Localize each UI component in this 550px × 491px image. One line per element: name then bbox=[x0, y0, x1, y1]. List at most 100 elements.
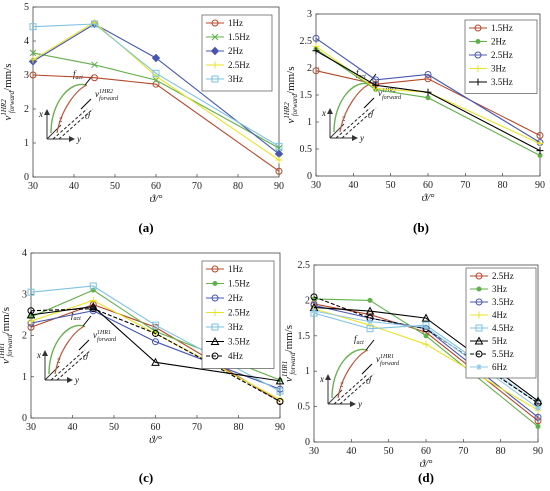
data-point bbox=[29, 49, 37, 57]
series-line bbox=[315, 48, 541, 156]
legend-swatch-marker bbox=[211, 309, 219, 316]
inset-x-label: x bbox=[319, 374, 324, 384]
y-tick-label: 0 bbox=[305, 437, 310, 448]
inset-angle-label: ϑ bbox=[85, 111, 90, 121]
inset-angle-label: ϑ bbox=[83, 352, 88, 362]
data-point bbox=[535, 405, 541, 412]
chart-panel-2: 30 40 50 60 70 80 90 0 0.5 1 1.5 2 2.5 3 ϑ/° v1HR2forwa… bbox=[283, 9, 545, 235]
x-tick-label: 40 bbox=[348, 180, 358, 191]
inset-arrow-x bbox=[42, 350, 48, 356]
data-point bbox=[534, 413, 542, 421]
y-tick-label: 0 bbox=[24, 172, 29, 183]
inset-arrow-x bbox=[327, 108, 333, 114]
data-point bbox=[152, 329, 159, 337]
legend-entry: 4Hz bbox=[228, 351, 243, 361]
legend-entry: 3.5Hz bbox=[491, 77, 513, 87]
data-point bbox=[424, 70, 432, 78]
data-point bbox=[372, 81, 380, 89]
series-line bbox=[315, 37, 541, 143]
x-tick-label: 80 bbox=[233, 181, 243, 192]
x-tick-label: 90 bbox=[275, 422, 285, 433]
y-tick-label: 2 bbox=[305, 295, 310, 306]
data-point bbox=[536, 132, 544, 139]
inset-body-lines bbox=[50, 349, 92, 381]
x-axis-label: ϑ/° bbox=[420, 458, 433, 470]
legend-swatch-marker bbox=[476, 286, 482, 292]
inset-y-label: y bbox=[359, 133, 364, 143]
data-point bbox=[275, 376, 285, 385]
legend-entry: 4Hz bbox=[492, 310, 507, 320]
x-tick-label: 80 bbox=[498, 180, 508, 191]
data-point bbox=[425, 95, 431, 101]
x-tick-label: 30 bbox=[28, 181, 38, 192]
legend-entry: 2.5Hz bbox=[228, 60, 250, 70]
x-tick-label: 70 bbox=[460, 180, 470, 191]
legend-box bbox=[464, 19, 538, 94]
inset-arc-green bbox=[331, 348, 367, 399]
data-point bbox=[276, 398, 284, 405]
y-tick-label: 1.5 bbox=[298, 331, 311, 342]
data-point bbox=[276, 387, 284, 395]
y-tick-label: 3 bbox=[22, 289, 27, 300]
data-point bbox=[152, 69, 160, 77]
chart-panel-3: 30 40 50 60 70 80 90 0 1 2 3 4 ϑ/° v1HR1forward/mm/s x… bbox=[0, 248, 285, 485]
inset-x-label: x bbox=[321, 108, 326, 118]
inset-x-label: x bbox=[36, 350, 41, 360]
legend-swatch-marker bbox=[475, 272, 483, 280]
legend-swatch-marker bbox=[211, 352, 219, 360]
series-3.5Hz bbox=[312, 47, 544, 155]
y-tick-label: 3 bbox=[307, 9, 312, 20]
series-3Hz bbox=[29, 20, 283, 150]
x-tick-label: 30 bbox=[309, 446, 319, 457]
y-axis-label: v1HR1forward/mm/s bbox=[281, 325, 297, 382]
data-point bbox=[151, 357, 160, 366]
data-point bbox=[312, 67, 320, 75]
inset-force-label: fact bbox=[354, 334, 364, 346]
data-point bbox=[312, 34, 320, 42]
data-point bbox=[27, 307, 35, 315]
inset-body-lines bbox=[52, 108, 94, 140]
x-tick-label: 90 bbox=[535, 180, 545, 191]
y-tick-label: 0.5 bbox=[298, 402, 311, 413]
x-tick-label: 60 bbox=[421, 446, 431, 457]
x-tick-label: 40 bbox=[69, 181, 79, 192]
x-tick-label: 30 bbox=[311, 180, 321, 191]
series-line bbox=[315, 50, 541, 152]
legend-entry: 1.5Hz bbox=[228, 279, 250, 289]
series-line bbox=[32, 52, 280, 149]
series-3.5Hz bbox=[26, 302, 285, 385]
inset-y-label: y bbox=[76, 134, 81, 144]
series-line bbox=[32, 74, 280, 172]
data-point bbox=[312, 47, 320, 55]
data-point bbox=[275, 156, 283, 164]
data-point bbox=[422, 340, 430, 348]
legend-swatch-marker bbox=[475, 350, 483, 358]
data-point bbox=[29, 71, 37, 79]
x-tick-label: 50 bbox=[110, 181, 120, 192]
legend-swatch-marker bbox=[475, 298, 483, 306]
data-point bbox=[311, 308, 317, 315]
x-tick-label: 80 bbox=[234, 422, 244, 433]
chart-panel-1: 30 40 50 60 70 80 90 0 1 2 3 4 5 ϑ/° v1HR2forward/mm/s… bbox=[0, 2, 284, 235]
inset-body-lines bbox=[333, 373, 375, 405]
x-axis-label: ϑ/° bbox=[422, 192, 435, 204]
legend-swatch-marker bbox=[212, 281, 218, 286]
y-axis-label: v1HR1forward/mm/s bbox=[0, 307, 14, 364]
y-tick-label: 1.5 bbox=[300, 90, 313, 101]
legend-swatch-marker bbox=[474, 51, 482, 59]
y-tick-label: 2.5 bbox=[300, 36, 313, 47]
legend-entry: 2Hz bbox=[491, 37, 506, 47]
inset-y-label: y bbox=[357, 399, 362, 409]
x-tick-label: 50 bbox=[109, 422, 119, 433]
series-1.5Hz bbox=[29, 49, 283, 152]
y-tick-label: 0.5 bbox=[300, 144, 313, 155]
inset-velocity-label: v1HR1 forward bbox=[376, 354, 400, 367]
y-tick-label: 1 bbox=[24, 138, 29, 149]
data-point bbox=[536, 140, 544, 148]
panel-label: (b) bbox=[413, 220, 429, 235]
inset-body-lines bbox=[335, 107, 377, 139]
x-axis-label: ϑ/° bbox=[149, 434, 162, 446]
inset-velocity-arrow bbox=[78, 339, 90, 351]
legend-entry: 3.5Hz bbox=[492, 297, 514, 307]
x-tick-label: 30 bbox=[26, 422, 36, 433]
